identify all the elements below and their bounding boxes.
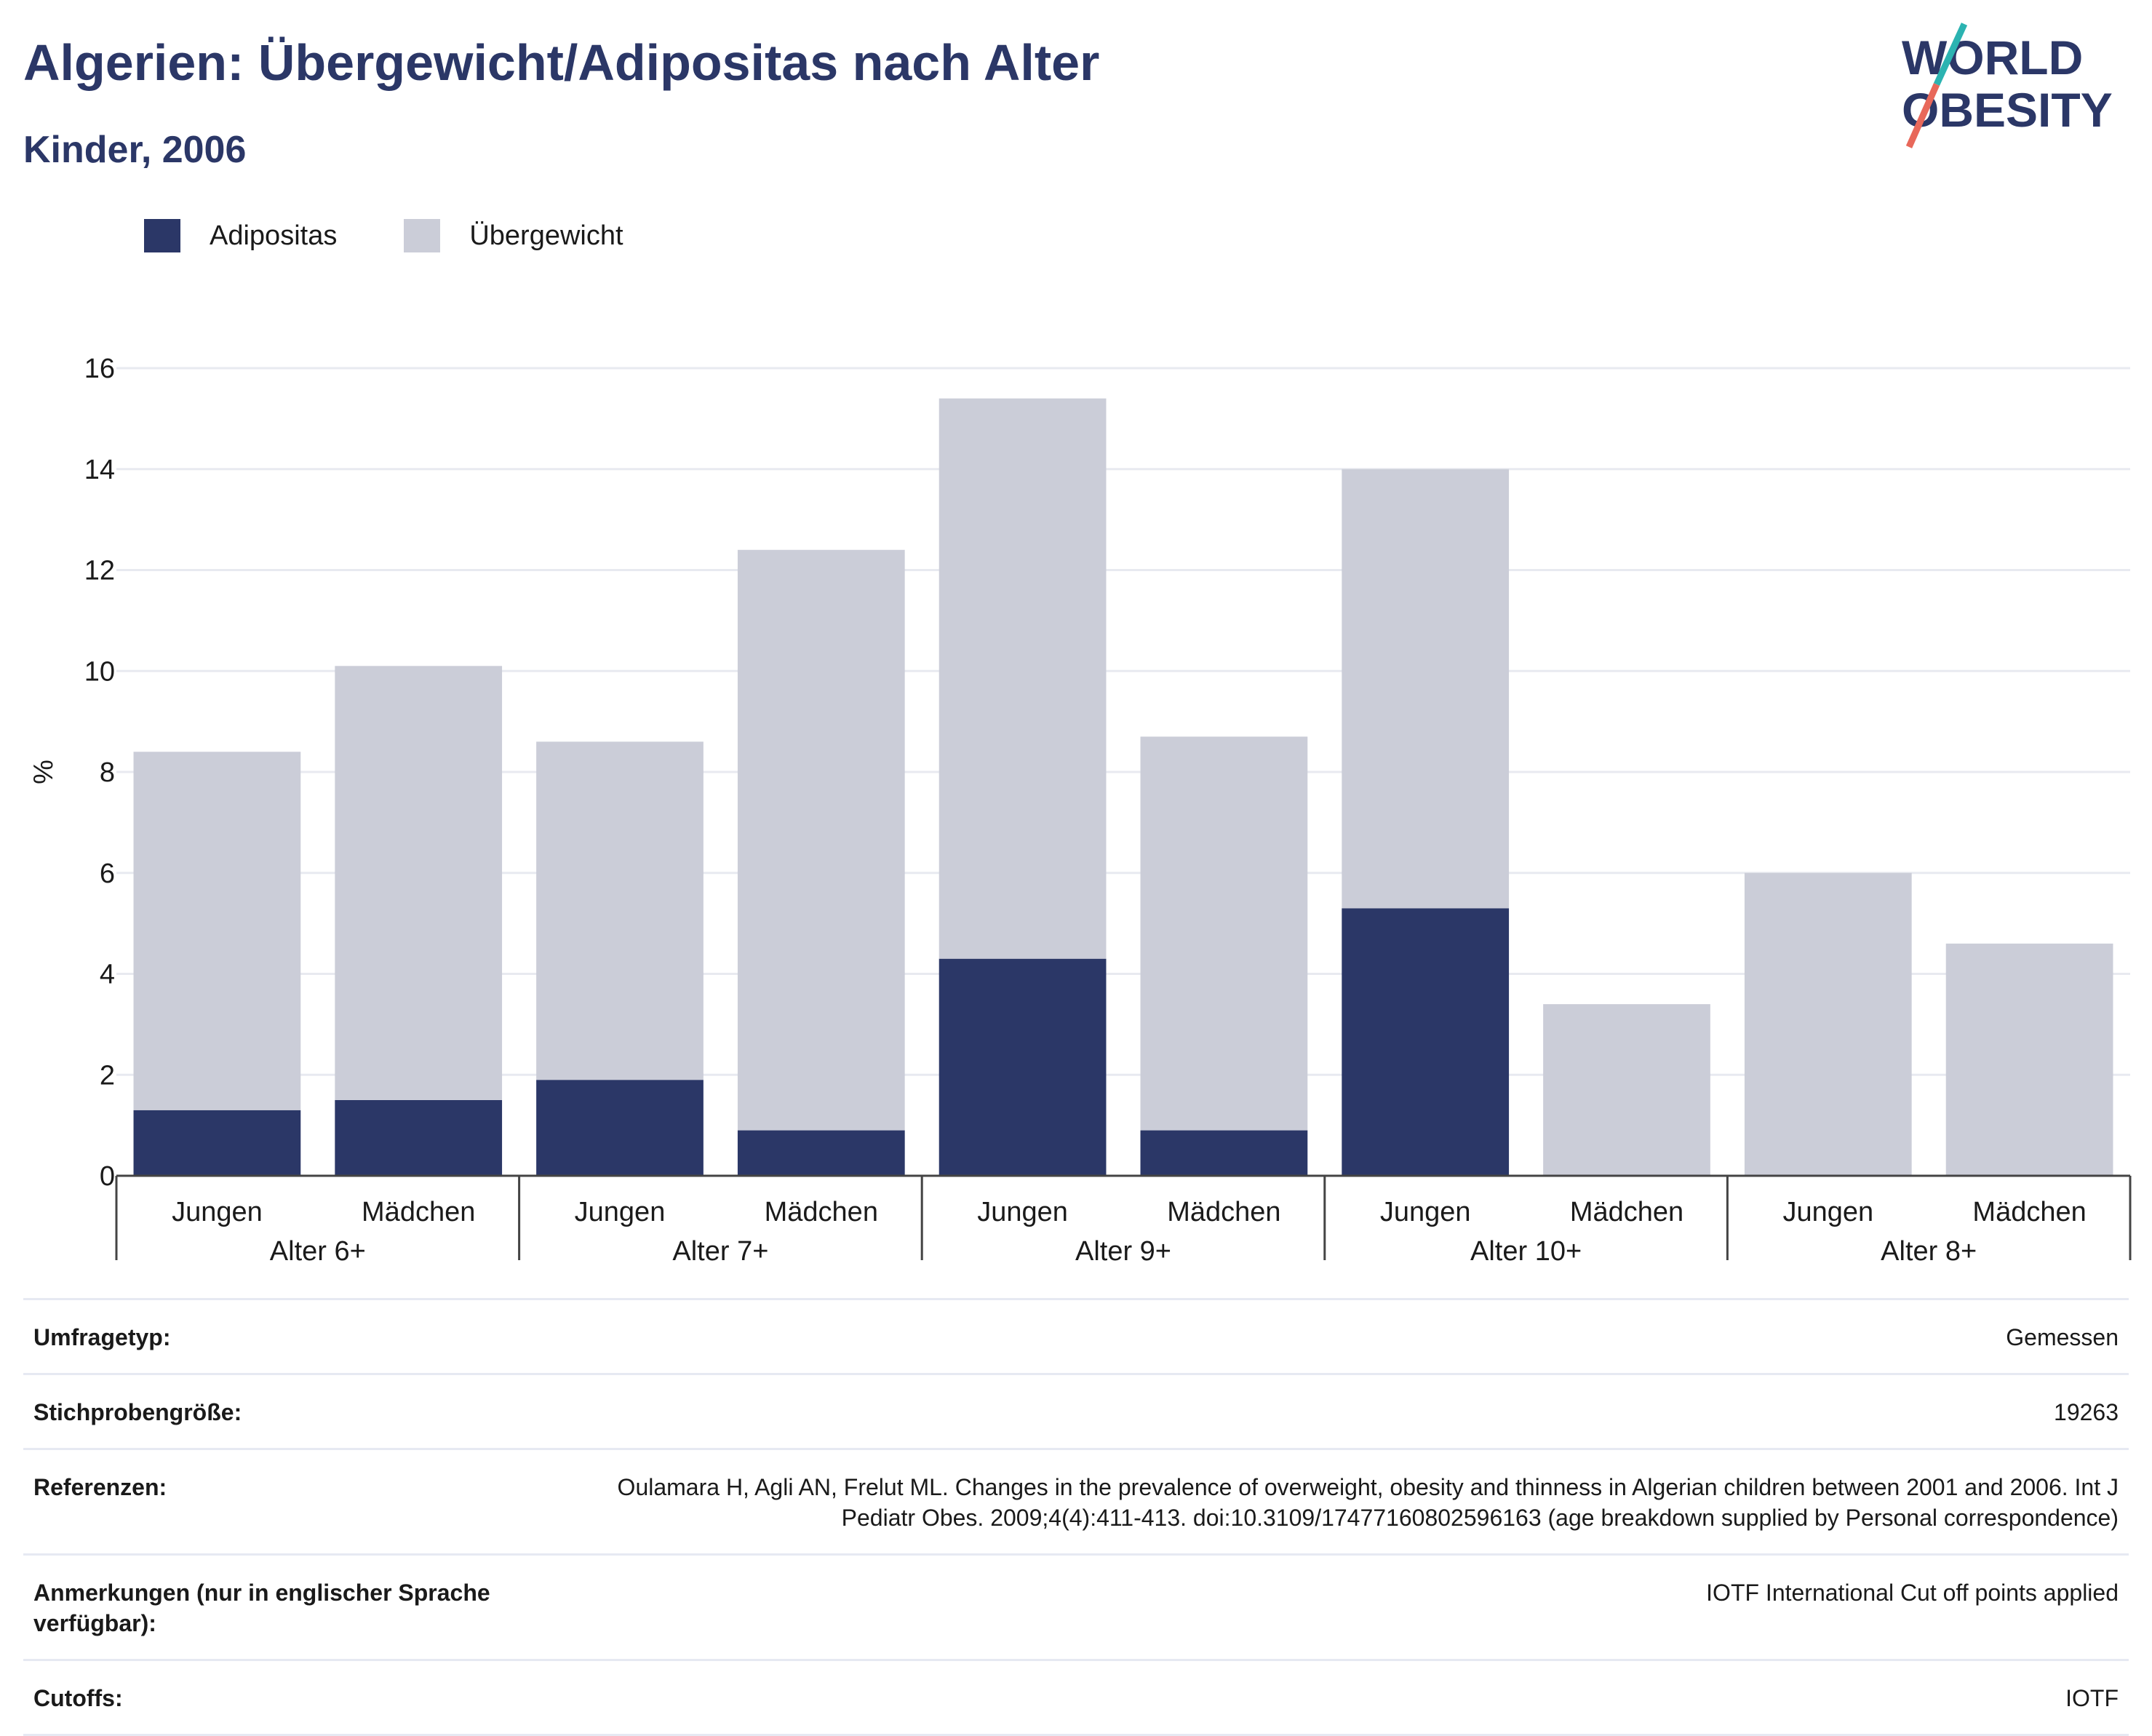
bar-adipositas (335, 1099, 503, 1176)
bar-chart: 0 2 4 6 8 10 12 14 16% Jungen Mädchen Jungen Mädchen… (28, 354, 2132, 1266)
metadata-value: IOTF International Cut off points applie… (1706, 1580, 2119, 1606)
metadata-table: Umfragetyp: Gemessen Stichprobengröße: 1… (23, 1298, 2129, 1736)
y-tick-label: 6 (100, 859, 115, 889)
x-tick-label: Jungen (172, 1197, 263, 1227)
y-tick-label: 8 (100, 757, 115, 788)
metadata-row-notes: Anmerkungen (nur in englischer Sprache v… (23, 1553, 2129, 1659)
y-tick-label: 0 (100, 1161, 115, 1192)
x-tick-label: Mädchen (1972, 1197, 2086, 1227)
legend-label-adipositas: Adipositas (210, 220, 338, 251)
bar-uebergewicht (1744, 872, 1912, 1176)
svg-text:WORLD: WORLD (1902, 31, 2083, 84)
y-tick-label: 12 (84, 556, 115, 586)
bar-adipositas (938, 958, 1107, 1176)
group-label: Alter 10+ (1470, 1236, 1582, 1266)
metadata-row-cutoffs: Cutoffs: IOTF (23, 1659, 2129, 1736)
x-tick-label: Mädchen (765, 1197, 878, 1227)
x-tick-label: Mädchen (1570, 1197, 1683, 1227)
x-tick-label: Jungen (1380, 1197, 1471, 1227)
metadata-row-survey-type: Umfragetyp: Gemessen (23, 1298, 2129, 1373)
chart-subtitle: Kinder, 2006 (23, 129, 247, 171)
metadata-value: Oulamara H, Agli AN, Frelut ML. Changes … (617, 1474, 2119, 1531)
bar-adipositas (1342, 908, 1510, 1176)
metadata-key: Umfragetyp: (33, 1324, 171, 1350)
bar-uebergewicht (1342, 469, 1510, 909)
metadata-key: Anmerkungen (nur in englischer Sprache v… (33, 1580, 490, 1636)
metadata-row-sample-size: Stichprobengröße: 19263 (23, 1373, 2129, 1448)
bar-uebergewicht (1140, 736, 1308, 1131)
group-label: Alter 8+ (1881, 1236, 1977, 1266)
group-label: Alter 7+ (672, 1236, 768, 1266)
bar-uebergewicht (737, 549, 905, 1131)
bar-uebergewicht (1945, 943, 2113, 1176)
bar-uebergewicht (133, 752, 301, 1110)
chart-title: Algerien: Übergewicht/Adipositas nach Al… (23, 34, 1100, 91)
x-tick-label: Mädchen (362, 1197, 475, 1227)
y-axis-label: % (28, 760, 59, 784)
x-tick-label: Jungen (1782, 1197, 1873, 1227)
bar-uebergewicht (1543, 1004, 1710, 1176)
metadata-value: 19263 (2054, 1399, 2119, 1425)
y-tick-label: 16 (84, 354, 115, 384)
x-tick-label: Jungen (575, 1197, 666, 1227)
y-tick-label: 10 (84, 656, 115, 687)
legend-swatch-adipositas (144, 219, 180, 252)
y-tick-label: 2 (100, 1060, 115, 1091)
group-label: Alter 6+ (270, 1236, 366, 1266)
metadata-value: IOTF (2065, 1685, 2119, 1711)
chart-legend: Adipositas Übergewicht (144, 217, 690, 255)
bar-uebergewicht (938, 398, 1107, 959)
world-obesity-logo: WORLD OBESITY (1902, 23, 2113, 148)
group-label: Alter 9+ (1075, 1236, 1171, 1266)
metadata-key: Referenzen: (33, 1474, 167, 1500)
x-tick-label: Jungen (977, 1197, 1068, 1227)
bar-adipositas (133, 1110, 301, 1176)
bar-adipositas (1140, 1130, 1308, 1176)
bar-adipositas (536, 1080, 704, 1176)
bar-uebergewicht (536, 741, 704, 1080)
y-tick-label: 14 (84, 455, 115, 485)
metadata-key: Cutoffs: (33, 1685, 123, 1711)
bar-adipositas (737, 1130, 905, 1176)
y-tick-label: 4 (100, 960, 115, 990)
legend-swatch-uebergewicht (404, 219, 441, 252)
x-tick-label: Mädchen (1167, 1197, 1280, 1227)
bar-uebergewicht (335, 666, 503, 1100)
metadata-value: Gemessen (2006, 1324, 2119, 1350)
metadata-row-references: Referenzen: Oulamara H, Agli AN, Frelut … (23, 1448, 2129, 1553)
legend-label-uebergewicht: Übergewicht (469, 220, 623, 251)
metadata-key: Stichprobengröße: (33, 1399, 242, 1425)
